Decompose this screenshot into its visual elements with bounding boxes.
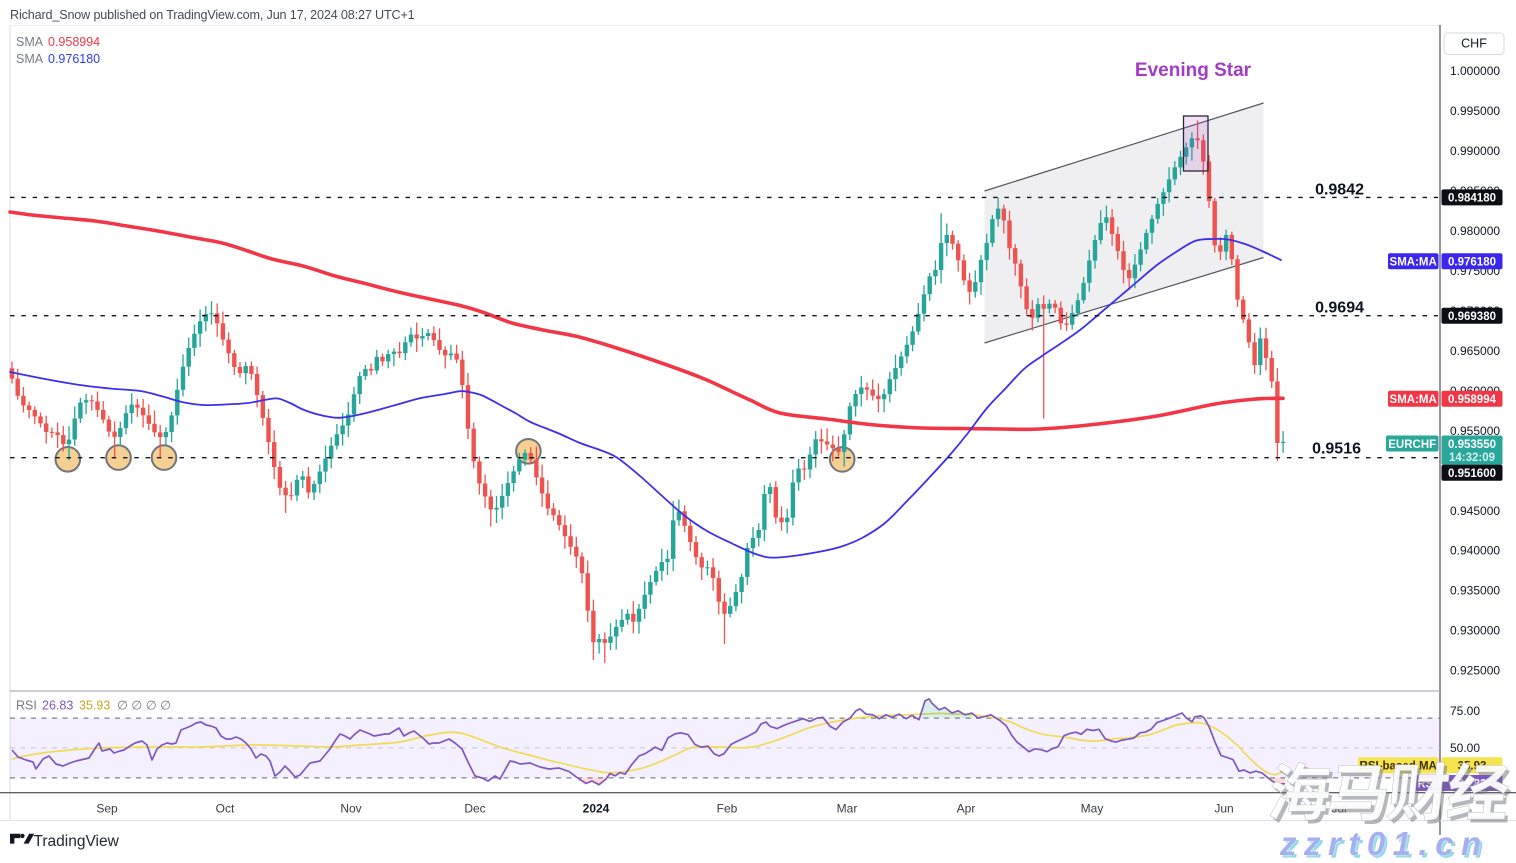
svg-text:SMA: SMA (16, 35, 44, 49)
svg-text:CHF: CHF (1461, 37, 1487, 51)
svg-text:SMA:MA: SMA:MA (1390, 257, 1437, 269)
svg-text:0.955000: 0.955000 (1450, 424, 1500, 438)
svg-text:TradingView: TradingView (34, 833, 120, 850)
svg-text:0.984180: 0.984180 (1448, 193, 1496, 205)
svg-text:0.9694: 0.9694 (1315, 300, 1364, 317)
svg-text:RSI: RSI (16, 699, 37, 713)
svg-text:0.925000: 0.925000 (1450, 664, 1500, 678)
svg-text:35.93: 35.93 (79, 699, 110, 713)
svg-text:1.000000: 1.000000 (1450, 64, 1500, 78)
svg-text:0.935000: 0.935000 (1450, 584, 1500, 598)
svg-text:50.00: 50.00 (1450, 741, 1480, 755)
svg-text:0.9516: 0.9516 (1312, 441, 1361, 458)
svg-text:0.958994: 0.958994 (48, 35, 100, 49)
svg-text:0.9842: 0.9842 (1315, 182, 1364, 199)
svg-text:0.980000: 0.980000 (1450, 224, 1500, 238)
svg-text:0.976180: 0.976180 (1448, 257, 1496, 269)
svg-text:SMA: SMA (16, 52, 44, 66)
svg-text:∅ ∅ ∅ ∅: ∅ ∅ ∅ ∅ (117, 699, 171, 713)
svg-text:Sep: Sep (96, 802, 118, 816)
svg-text:0.995000: 0.995000 (1450, 104, 1500, 118)
svg-text:Apr: Apr (957, 802, 976, 816)
svg-text:0.976180: 0.976180 (48, 52, 100, 66)
svg-text:0.969380: 0.969380 (1448, 311, 1496, 323)
svg-text:0.945000: 0.945000 (1450, 504, 1500, 518)
svg-text:0.990000: 0.990000 (1450, 144, 1500, 158)
svg-text:Evening Star: Evening Star (1135, 60, 1252, 81)
svg-text:EURCHF: EURCHF (1388, 439, 1436, 451)
svg-text:Nov: Nov (340, 802, 361, 816)
svg-text:2024: 2024 (583, 802, 610, 816)
svg-text:Oct: Oct (216, 802, 235, 816)
svg-text:Feb: Feb (717, 802, 738, 816)
svg-text:26.83: 26.83 (42, 699, 73, 713)
svg-text:0.953550: 0.953550 (1448, 439, 1496, 451)
svg-text:0.930000: 0.930000 (1450, 624, 1500, 638)
svg-text:May: May (1081, 802, 1104, 816)
svg-text:Jun: Jun (1214, 802, 1233, 816)
svg-text:Mar: Mar (837, 802, 858, 816)
svg-text:75.00: 75.00 (1450, 704, 1480, 718)
svg-text:0.940000: 0.940000 (1450, 544, 1500, 558)
svg-text:Richard_Snow published on Trad: Richard_Snow published on TradingView.co… (10, 8, 415, 22)
svg-text:Dec: Dec (464, 802, 485, 816)
svg-text:14:32:09: 14:32:09 (1449, 452, 1495, 464)
svg-text:SMA:MA: SMA:MA (1390, 394, 1437, 406)
svg-text:0.958994: 0.958994 (1448, 394, 1497, 406)
svg-text:0.965000: 0.965000 (1450, 344, 1500, 358)
svg-text:0.951600: 0.951600 (1448, 468, 1496, 480)
